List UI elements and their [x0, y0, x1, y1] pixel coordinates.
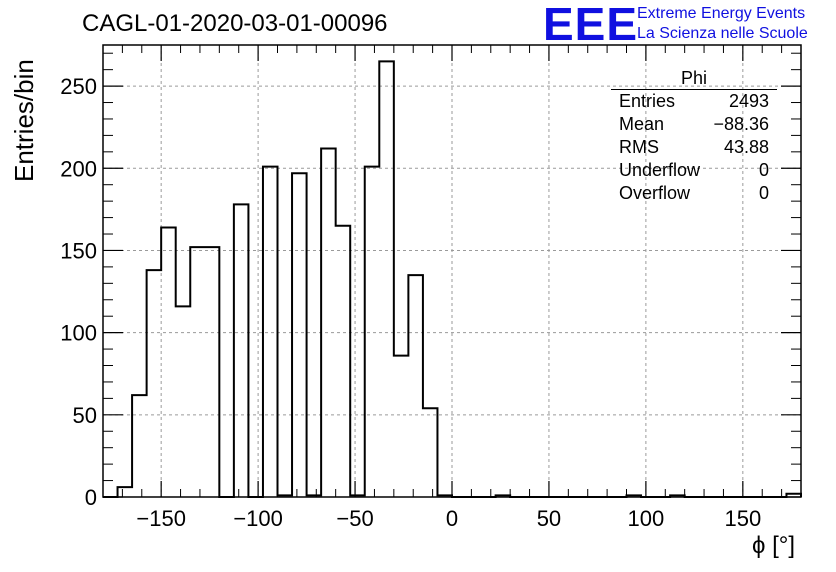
y-tick-label: 100 — [60, 321, 97, 346]
histogram-bin — [161, 227, 176, 497]
histogram-bin — [147, 270, 162, 497]
stats-title: Phi — [611, 68, 777, 90]
histogram-bin — [365, 167, 380, 497]
stats-row-underflow: Underflow 0 — [611, 159, 777, 182]
stats-value: 2493 — [728, 91, 769, 111]
x-axis-label: ϕ [°] — [752, 532, 796, 559]
histogram-bin — [394, 356, 409, 497]
stats-value: −88.36 — [713, 114, 769, 134]
stats-value: 43.88 — [723, 137, 769, 157]
y-tick-label: 150 — [60, 238, 97, 263]
axis-ticks — [103, 45, 801, 498]
histogram-bin — [336, 226, 351, 497]
logo-line-2: La Scienza nelle Scuole — [637, 25, 808, 42]
chart-title: CAGL-01-2020-03-01-00096 — [82, 10, 388, 37]
histogram-bin — [205, 247, 220, 497]
stats-row-rms: RMS 43.88 — [611, 136, 777, 159]
stats-box: Phi Entries 2493 Mean −88.36 RMS 43.88 U… — [611, 68, 777, 205]
stats-label: Overflow — [619, 183, 691, 203]
stats-row-entries: Entries 2493 — [611, 90, 777, 113]
y-tick-label: 250 — [60, 74, 97, 99]
stats-label: RMS — [619, 137, 659, 157]
histogram-bin — [379, 61, 394, 497]
stats-label: Mean — [619, 114, 665, 134]
x-tick-label: 150 — [724, 506, 761, 531]
x-tick-label: −50 — [336, 506, 373, 531]
histogram-bin — [408, 275, 423, 497]
y-tick-labels: 0 50 100 150 200 250 — [60, 74, 97, 510]
stats-row-mean: Mean −88.36 — [611, 113, 777, 136]
histogram-bin — [176, 306, 191, 497]
stats-row-overflow: Overflow 0 — [611, 182, 777, 205]
histogram-bin — [118, 487, 133, 497]
histogram-bin — [132, 395, 147, 497]
stats-label: Underflow — [619, 160, 701, 180]
y-tick-label: 0 — [85, 485, 97, 510]
histogram-bin — [263, 167, 278, 497]
y-axis-label: Entries/bin — [9, 59, 39, 182]
eee-logo: EEE — [543, 0, 639, 50]
histogram-bin — [321, 149, 336, 497]
stats-value: 0 — [758, 183, 769, 203]
histogram-bin — [190, 247, 205, 497]
x-tick-labels: −150 −100 −50 0 50 100 150 — [136, 506, 761, 531]
histogram-bin — [292, 173, 307, 497]
y-tick-label: 50 — [73, 403, 97, 428]
stats-label: Entries — [619, 91, 676, 111]
x-tick-label: 100 — [628, 506, 665, 531]
histogram-bin — [234, 204, 249, 497]
y-tick-label: 200 — [60, 156, 97, 181]
x-tick-label: −150 — [136, 506, 186, 531]
x-tick-label: 0 — [446, 506, 458, 531]
stats-value: 0 — [758, 160, 769, 180]
x-tick-label: 50 — [537, 506, 561, 531]
logo-line-1: Extreme Energy Events — [637, 5, 806, 22]
x-tick-label: −100 — [233, 506, 283, 531]
histogram-bin — [423, 408, 438, 497]
